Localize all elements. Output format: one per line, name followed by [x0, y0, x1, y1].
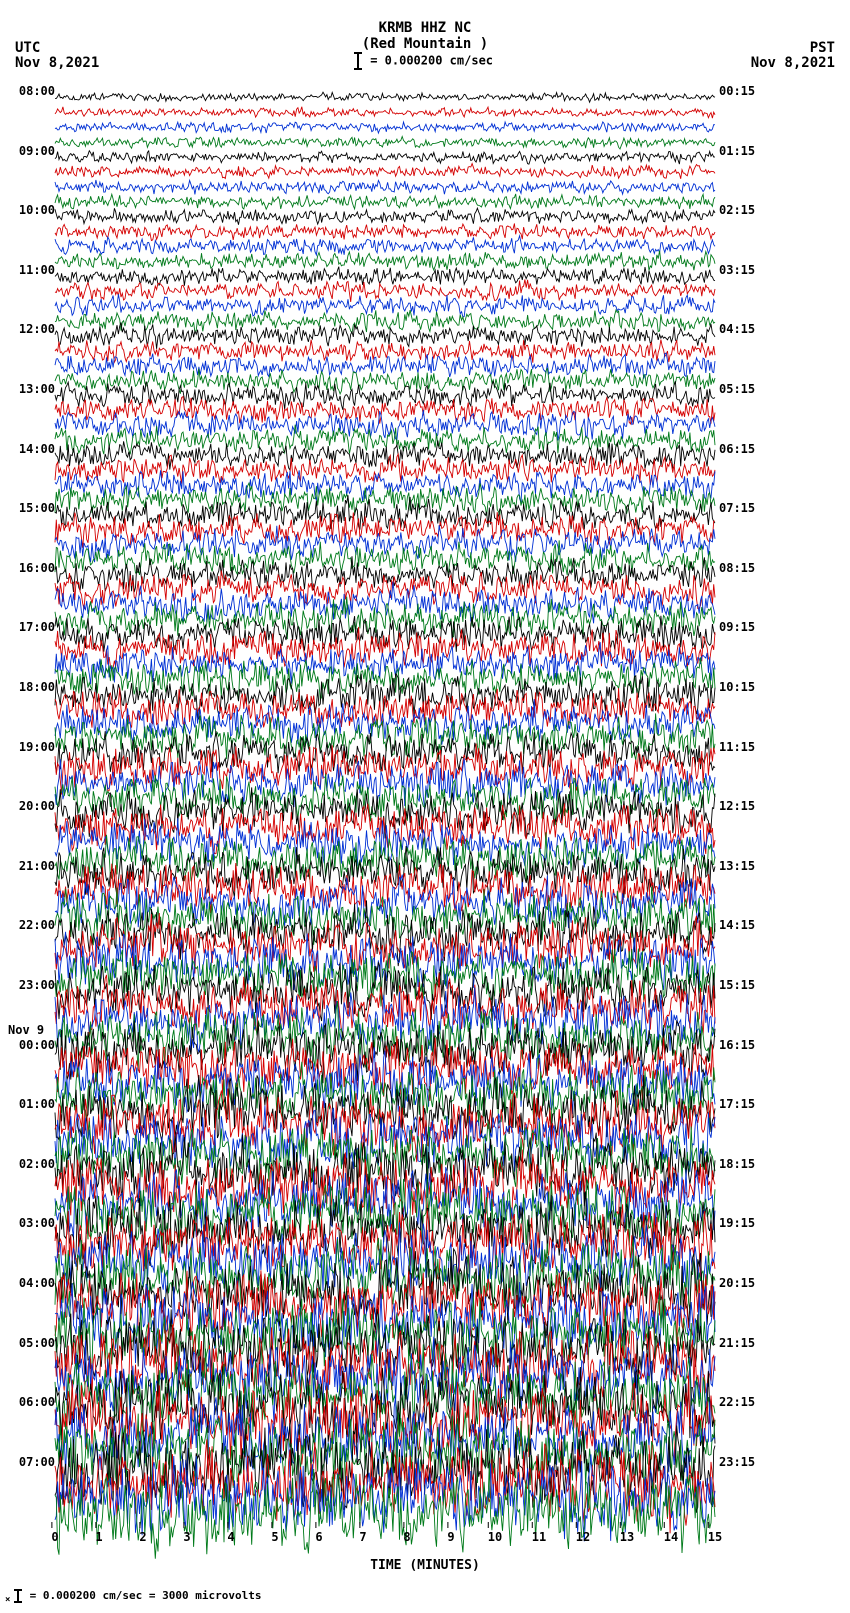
utc-time-label: 21:00	[5, 859, 55, 873]
x-tick-label: 3	[183, 1530, 190, 1544]
x-tick-mark	[403, 1522, 404, 1528]
x-tick-label: 13	[620, 1530, 634, 1544]
pst-time-label: 22:15	[719, 1395, 755, 1409]
seismogram-plot	[55, 90, 715, 1520]
x-tick-mark	[95, 1522, 96, 1528]
utc-time-label: 08:00	[5, 84, 55, 98]
x-tick-label: 5	[271, 1530, 278, 1544]
x-tick-label: 7	[359, 1530, 366, 1544]
x-tick-label: 11	[532, 1530, 546, 1544]
x-tick-mark	[532, 1522, 533, 1528]
station-location: (Red Mountain )	[0, 36, 850, 52]
footer-text: = 0.000200 cm/sec = 3000 microvolts	[30, 1589, 262, 1602]
utc-time-label: 05:00	[5, 1336, 55, 1350]
pst-time-label: 06:15	[719, 442, 755, 456]
pst-time-label: 18:15	[719, 1157, 755, 1171]
pst-time-label: 20:15	[719, 1276, 755, 1290]
pst-time-label: 13:15	[719, 859, 755, 873]
utc-time-label: 20:00	[5, 799, 55, 813]
footer-scale-bar-icon	[17, 1589, 19, 1603]
x-tick-mark	[183, 1522, 184, 1528]
left-timezone: UTC	[15, 40, 40, 56]
pst-time-label: 02:15	[719, 203, 755, 217]
utc-time-label: 07:00	[5, 1455, 55, 1469]
utc-time-label: 06:00	[5, 1395, 55, 1409]
pst-time-label: 19:15	[719, 1216, 755, 1230]
x-tick-mark	[315, 1522, 316, 1528]
utc-time-label: 10:00	[5, 203, 55, 217]
x-tick-mark	[708, 1522, 709, 1528]
pst-time-label: 14:15	[719, 918, 755, 932]
x-tick-label: 2	[139, 1530, 146, 1544]
pst-time-label: 16:15	[719, 1038, 755, 1052]
x-tick-mark	[576, 1522, 577, 1528]
utc-time-label: 00:00	[5, 1038, 55, 1052]
utc-time-label: 11:00	[5, 263, 55, 277]
utc-time-label: 13:00	[5, 382, 55, 396]
utc-time-label: 23:00	[5, 978, 55, 992]
header: KRMB HHZ NC (Red Mountain ) = 0.000200 c…	[0, 20, 850, 70]
utc-time-label: 01:00	[5, 1097, 55, 1111]
pst-time-label: 03:15	[719, 263, 755, 277]
pst-time-label: 00:15	[719, 84, 755, 98]
x-tick-mark	[664, 1522, 665, 1528]
station-code: KRMB HHZ NC	[0, 20, 850, 36]
pst-time-label: 01:15	[719, 144, 755, 158]
utc-time-label: 03:00	[5, 1216, 55, 1230]
utc-time-label: 04:00	[5, 1276, 55, 1290]
x-tick-label: 4	[227, 1530, 234, 1544]
utc-time-label: 19:00	[5, 740, 55, 754]
x-tick-label: 8	[403, 1530, 410, 1544]
utc-time-label: 09:00	[5, 144, 55, 158]
x-tick-label: 10	[488, 1530, 502, 1544]
footer-scale: × = 0.000200 cm/sec = 3000 microvolts	[5, 1589, 261, 1605]
utc-time-label: 14:00	[5, 442, 55, 456]
x-tick-label: 15	[708, 1530, 722, 1544]
utc-time-label: 17:00	[5, 620, 55, 634]
pst-time-label: 12:15	[719, 799, 755, 813]
x-tick-label: 12	[576, 1530, 590, 1544]
x-tick-mark	[359, 1522, 360, 1528]
utc-time-label: 02:00	[5, 1157, 55, 1171]
x-tick-label: 14	[664, 1530, 678, 1544]
x-tick-mark	[139, 1522, 140, 1528]
x-tick-mark	[620, 1522, 621, 1528]
utc-time-label: 18:00	[5, 680, 55, 694]
utc-time-label: 12:00	[5, 322, 55, 336]
pst-time-label: 21:15	[719, 1336, 755, 1350]
pst-time-label: 04:15	[719, 322, 755, 336]
x-tick-mark	[488, 1522, 489, 1528]
pst-time-label: 10:15	[719, 680, 755, 694]
scale-text: = 0.000200 cm/sec	[370, 54, 493, 68]
x-tick-mark	[447, 1522, 448, 1528]
x-tick-label: 1	[95, 1530, 102, 1544]
x-tick-label: 6	[315, 1530, 322, 1544]
pst-time-label: 05:15	[719, 382, 755, 396]
pst-time-label: 17:15	[719, 1097, 755, 1111]
pst-time-label: 23:15	[719, 1455, 755, 1469]
right-timezone: PST	[810, 40, 835, 56]
x-axis: 0123456789101112131415	[55, 1528, 715, 1558]
x-tick-label: 9	[447, 1530, 454, 1544]
x-tick-mark	[227, 1522, 228, 1528]
scale-bar-icon	[357, 52, 359, 70]
x-tick-mark	[271, 1522, 272, 1528]
scale-indicator: = 0.000200 cm/sec	[0, 52, 850, 70]
utc-time-label: 16:00	[5, 561, 55, 575]
pst-time-label: 09:15	[719, 620, 755, 634]
right-date: Nov 8,2021	[751, 55, 835, 71]
date-change-marker: Nov 9	[8, 1023, 44, 1037]
pst-time-label: 07:15	[719, 501, 755, 515]
utc-time-label: 15:00	[5, 501, 55, 515]
pst-time-label: 11:15	[719, 740, 755, 754]
utc-time-label: 22:00	[5, 918, 55, 932]
pst-time-label: 08:15	[719, 561, 755, 575]
left-date: Nov 8,2021	[15, 55, 99, 71]
seismogram-container: KRMB HHZ NC (Red Mountain ) = 0.000200 c…	[0, 0, 850, 1613]
pst-time-label: 15:15	[719, 978, 755, 992]
x-tick-label: 0	[51, 1530, 58, 1544]
x-axis-label: TIME (MINUTES)	[0, 1558, 850, 1573]
x-tick-mark	[51, 1522, 52, 1528]
